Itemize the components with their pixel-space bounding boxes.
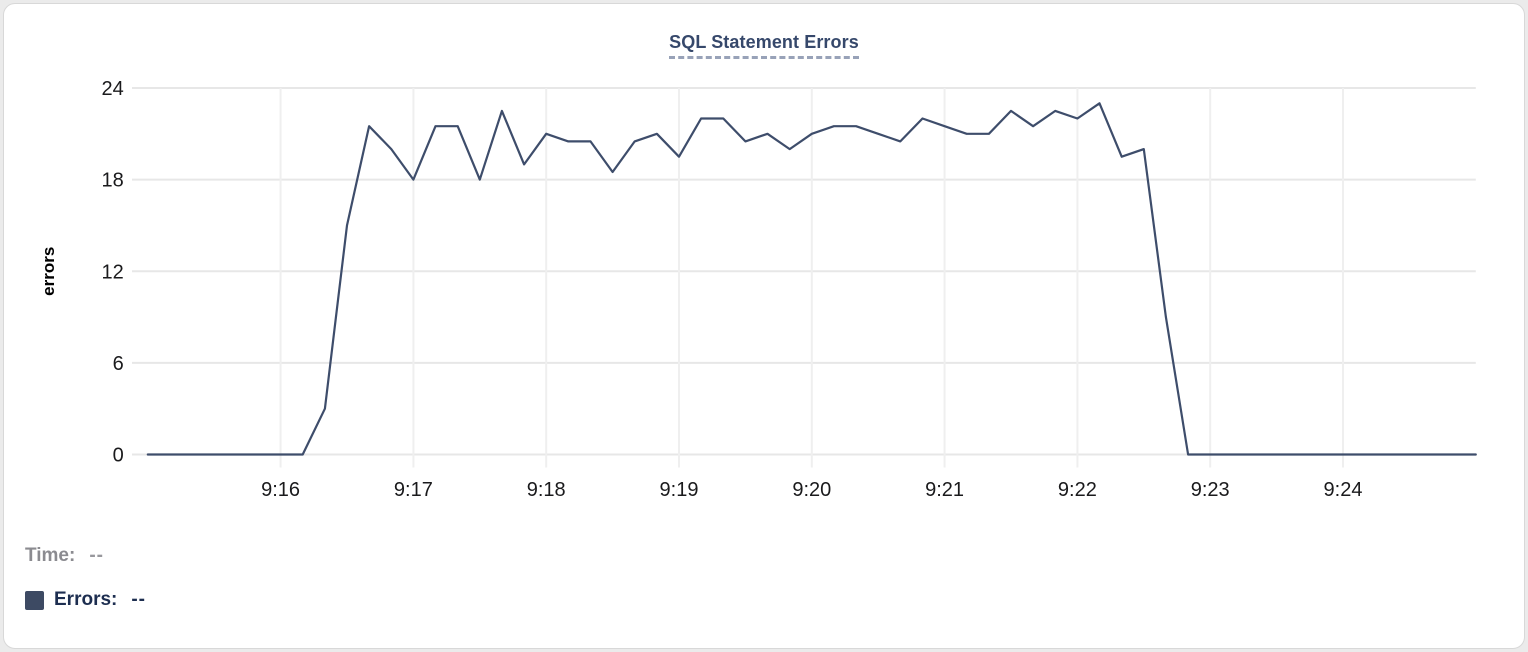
errors-label: Errors:	[54, 589, 118, 610]
tooltip-time-row: Time: --	[25, 545, 104, 567]
chart-card: SQL Statement Errors 0 6 12 18 24 9:16 9:17 9:1…	[3, 3, 1525, 649]
y-tick-label: 24	[102, 78, 124, 100]
x-tick-label: 9:23	[1191, 479, 1230, 501]
y-tick-label: 0	[113, 445, 124, 467]
x-tick-label: 9:17	[394, 479, 433, 501]
x-tick-label: 9:20	[792, 479, 831, 501]
time-value: --	[89, 545, 104, 566]
y-tick-label: 6	[113, 353, 124, 375]
tooltip-errors-row: Errors: --	[25, 589, 146, 611]
x-tick-label: 9:21	[925, 479, 964, 501]
errors-series-swatch	[25, 590, 44, 610]
x-tick-label: 9:22	[1058, 479, 1097, 501]
chart-title[interactable]: SQL Statement Errors	[669, 32, 859, 59]
y-axis-label: errors	[39, 247, 58, 296]
x-tick-label: 9:24	[1324, 479, 1363, 501]
y-tick-label: 12	[102, 261, 124, 283]
y-tick-label: 18	[102, 170, 124, 192]
errors-series-line	[146, 102, 1477, 456]
x-tick-label: 9:16	[261, 479, 300, 501]
x-tick-label: 9:19	[660, 479, 699, 501]
x-tick-label: 9:18	[527, 479, 566, 501]
errors-line-chart[interactable]: 0 6 12 18 24 9:16 9:17 9:18 9:19 9:20 9:21 9:22 9:23…	[4, 4, 1528, 512]
time-label: Time:	[25, 545, 76, 566]
errors-value: --	[131, 589, 147, 610]
plot-hover-area[interactable]	[148, 88, 1476, 455]
chart-header: SQL Statement Errors	[4, 32, 1524, 59]
